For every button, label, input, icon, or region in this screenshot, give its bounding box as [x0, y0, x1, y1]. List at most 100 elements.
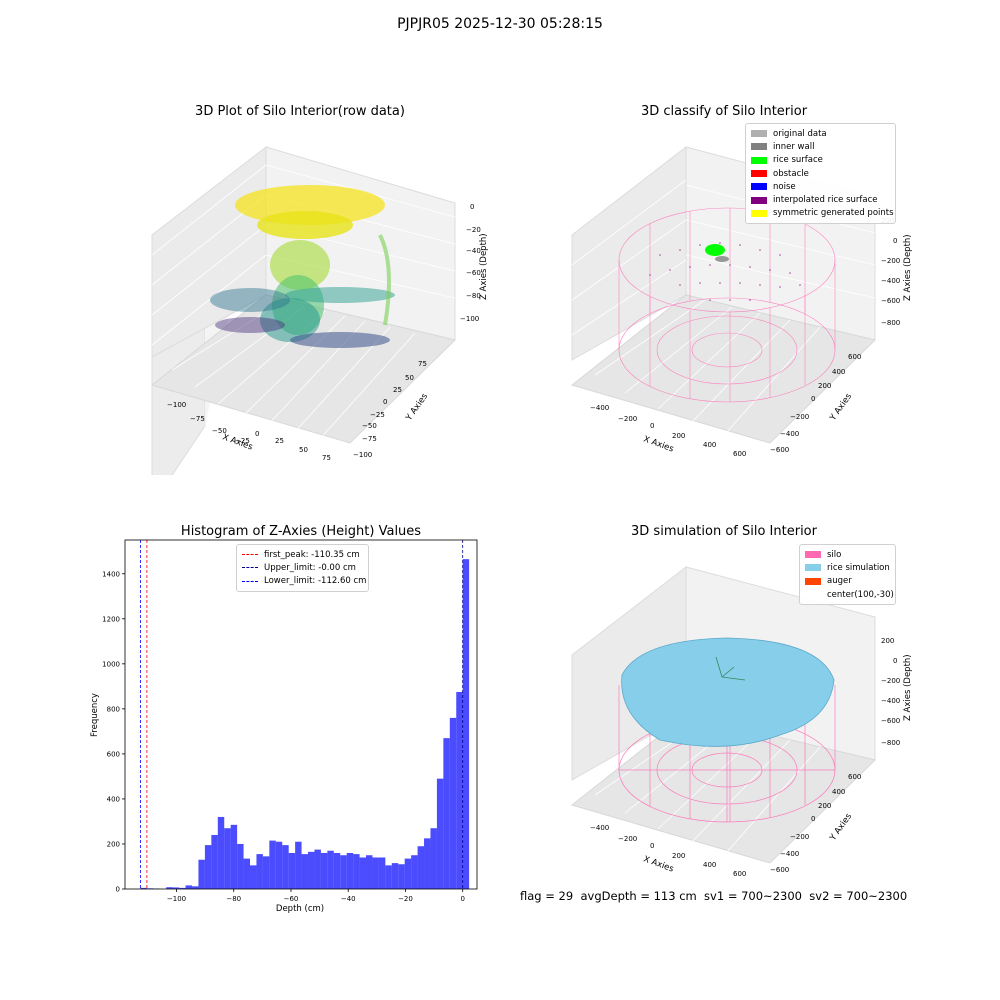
- histogram-bar: [398, 864, 405, 889]
- plot4-xtick: 0: [650, 842, 654, 850]
- legend-label: auger: [827, 576, 852, 587]
- plot4-xtick: −200: [618, 835, 637, 843]
- histogram-bar: [204, 845, 212, 889]
- legend-swatch: [805, 564, 821, 572]
- plot1-z-tick-labels: 0 −20 −40 −60 −80 −100: [460, 203, 481, 323]
- legend-swatch: [751, 130, 767, 138]
- histogram-bar: [456, 691, 463, 889]
- histogram-bar: [359, 857, 367, 889]
- legend-label: obstacle: [773, 168, 809, 179]
- legend-item: obstacle: [751, 167, 890, 180]
- histogram-xtick-label: −100: [167, 895, 186, 903]
- plot2-xtick: −400: [590, 404, 609, 412]
- legend-line: [242, 554, 258, 556]
- plot2-ztick: 0: [893, 237, 897, 245]
- legend-label: original data: [773, 128, 827, 139]
- histogram-bar: [237, 843, 244, 889]
- histogram-bar: [282, 845, 289, 889]
- plot1-ytick: −50: [362, 422, 377, 430]
- plot2-points: [649, 242, 801, 301]
- plot2-ytick: 600: [848, 353, 861, 361]
- plot1-scatter-cloud: [210, 185, 395, 348]
- plot1-ztick: 0: [470, 203, 474, 211]
- histogram-bar: [172, 887, 180, 889]
- plot2-ytick: −400: [780, 430, 799, 438]
- histogram-bar: [198, 859, 205, 889]
- histogram-bar: [404, 858, 412, 889]
- histogram-bar: [140, 887, 147, 889]
- plot1-ytick: −25: [370, 411, 385, 419]
- plot1-ztick: −100: [460, 315, 479, 323]
- plot4-ylabel: Y Axies: [828, 811, 855, 843]
- plot1-ytick: −100: [353, 451, 372, 459]
- plot3-title: Histogram of Z-Axies (Height) Values: [180, 524, 422, 539]
- plot4-y-tick-labels: 600 400 200 0 −200 −400 −600: [770, 773, 861, 874]
- legend-label: rice surface: [773, 155, 823, 166]
- histogram-bar: [262, 856, 270, 889]
- histogram-bar: [462, 559, 470, 889]
- histogram-bar: [224, 828, 231, 889]
- plot1-ztick: −40: [466, 247, 481, 255]
- histogram-bar: [411, 855, 418, 889]
- plot2-ztick: −400: [881, 277, 900, 285]
- histogram-xtick-label: −40: [341, 895, 356, 903]
- legend-item: symmetric generated points: [751, 207, 894, 220]
- plot2-xtick: 200: [672, 432, 685, 440]
- histogram-bar: [346, 852, 354, 889]
- plot4-ytick: −200: [790, 833, 809, 841]
- plot4-ytick: 200: [818, 802, 831, 810]
- plot1-xtick: −25: [235, 437, 250, 445]
- legend-swatch: [751, 143, 767, 151]
- histogram-bar: [333, 852, 341, 889]
- histogram-chart: −100 −80 −60 −40 −20 0 0 200 400 600 800 1000 1200 14…: [90, 539, 478, 914]
- histogram-bar: [320, 852, 328, 889]
- histogram-ytick-label: 0: [116, 886, 120, 894]
- histogram-ytick-label: 400: [107, 795, 120, 803]
- plot4-ztick: −800: [881, 739, 900, 747]
- legend-label: silo: [827, 549, 842, 560]
- histogram-xtick-label: −20: [398, 895, 413, 903]
- histogram-bar: [230, 824, 238, 889]
- plot2-ylabel: Y Axies: [828, 391, 855, 423]
- legend-swatch: [805, 551, 821, 559]
- plot1-ylabel: Y Axies: [404, 391, 431, 423]
- plot4-ytick: 400: [832, 788, 845, 796]
- legend-label: rice simulation: [827, 562, 890, 573]
- histogram-bar: [250, 865, 257, 889]
- plot2-ztick: −600: [881, 297, 900, 305]
- plot1-ytick: −75: [362, 435, 377, 443]
- plot2-xlabel: X Axies: [642, 434, 675, 454]
- legend-swatch: [751, 196, 767, 204]
- legend-swatch: [751, 209, 767, 217]
- plot1-ztick: −60: [466, 269, 481, 277]
- plot1-xlabel: X Axies: [221, 432, 254, 452]
- histogram-bar: [449, 717, 457, 889]
- plot1-ztick: −20: [466, 226, 481, 234]
- status-footer: flag = 29 avgDepth = 113 cm sv1 = 700~23…: [520, 889, 908, 903]
- legend-swatch: [751, 183, 767, 191]
- legend-swatch: [751, 156, 767, 164]
- histogram-bar: [256, 854, 263, 889]
- plot2-ytick: 200: [818, 382, 831, 390]
- histogram-bar: [314, 849, 321, 889]
- plot4-ztick: 200: [881, 637, 894, 645]
- legend-item: noise: [751, 180, 890, 193]
- plot4-ytick: 600: [848, 773, 861, 781]
- histogram-bar: [166, 887, 173, 889]
- plot4-ytick: 0: [811, 815, 815, 823]
- plot4-title: 3D simulation of Silo Interior: [631, 524, 817, 539]
- plot2-xtick: 400: [703, 441, 716, 449]
- plot4-ztick: −400: [881, 697, 900, 705]
- plot1-xtick: 25: [275, 437, 284, 445]
- legend-item: rice simulation: [805, 561, 890, 574]
- histogram-frame: [124, 539, 478, 890]
- plot2-grid: [571, 179, 876, 434]
- plot3-legend: first_peak: -110.35 cm Upper_limit: -0.0…: [236, 544, 369, 592]
- plot1-ytick: 50: [405, 374, 414, 382]
- plot4-ytick: −400: [780, 850, 799, 858]
- plot2-rice-surface-blob: [705, 244, 725, 256]
- plot4-ztick: −200: [881, 677, 900, 685]
- histogram-bar: [372, 857, 379, 889]
- histogram-bar: [378, 857, 386, 889]
- plot4-rice-simulation-surface: [621, 637, 835, 747]
